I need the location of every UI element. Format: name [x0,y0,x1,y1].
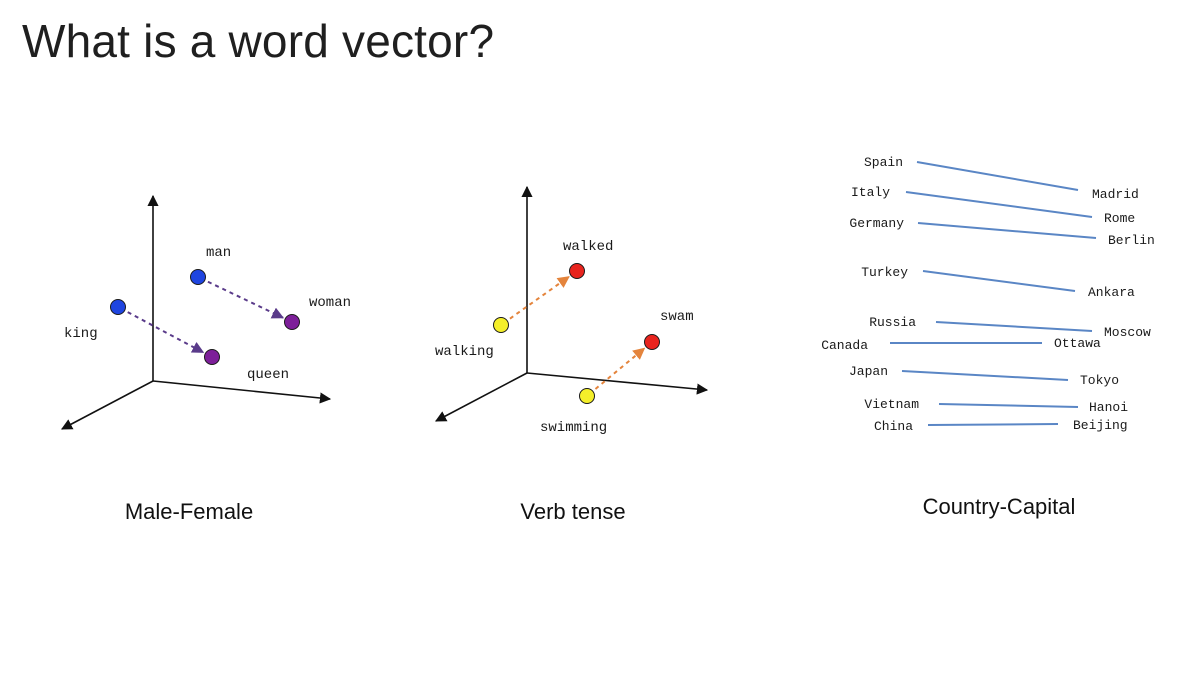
capital-label-ankara: Ankara [1088,285,1135,300]
link-italy-rome [905,191,1093,218]
arrow-man-woman [207,280,285,319]
panel-verb-tense: walked walking swam swimming Verb tense [435,185,709,524]
label-swimming: swimming [540,420,607,436]
z-axis [435,372,528,422]
country-label-turkey: Turkey [861,265,908,280]
x-axis [526,372,709,395]
arrow-swimming-swam [594,347,646,390]
caption-verb-tense: Verb tense [520,499,625,524]
panel-country-capital: Country-Capital Spain Madrid Italy Rome Germ… [821,155,1155,519]
x-axis [152,380,332,404]
country-label-vietnam: Vietnam [864,397,919,412]
link-germany-berlin [917,222,1097,239]
caption-country-capital: Country-Capital [923,494,1076,519]
point-queen [204,349,220,365]
country-label-italy: Italy [851,185,890,200]
capital-label-madrid: Madrid [1092,187,1139,202]
link-china-beijing [927,423,1059,426]
slide-title: What is a word vector? [22,15,495,67]
label-walked: walked [563,239,613,255]
capital-label-ottawa: Ottawa [1054,336,1101,351]
link-spain-madrid [916,161,1079,191]
point-woman [284,314,300,330]
country-label-canada: Canada [821,338,868,353]
label-king: king [64,326,98,342]
link-japan-tokyo [901,370,1069,381]
capital-label-hanoi: Hanoi [1089,400,1128,415]
arrow-king-queen [127,311,205,354]
axes-verb-tense [435,185,709,422]
panel-male-female: man woman king queen Male-Female [61,194,351,524]
caption-male-female: Male-Female [125,499,253,524]
label-woman: woman [309,295,351,311]
label-swam: swam [660,309,694,325]
country-label-china: China [874,419,913,434]
link-vietnam-hanoi [938,403,1079,408]
country-label-russia: Russia [869,315,916,330]
capital-label-rome: Rome [1104,211,1135,226]
point-walked [569,263,585,279]
label-man: man [206,245,231,261]
capital-label-moscow: Moscow [1104,325,1151,340]
country-label-germany: Germany [849,216,904,231]
label-queen: queen [247,367,289,383]
point-walking [493,317,509,333]
arrow-walking-walked [509,275,570,320]
label-walking: walking [435,344,494,360]
point-king [110,299,126,315]
link-turkey-ankara [922,270,1076,292]
axes-male-female [61,194,332,430]
point-man [190,269,206,285]
link-russia-moscow [935,321,1093,332]
point-swam [644,334,660,350]
capital-label-tokyo: Tokyo [1080,373,1119,388]
country-label-japan: Japan [849,364,888,379]
country-label-spain: Spain [864,155,903,170]
point-swimming [579,388,595,404]
z-axis [61,380,154,430]
capital-label-berlin: Berlin [1108,233,1155,248]
capital-label-beijing: Beijing [1073,418,1128,433]
